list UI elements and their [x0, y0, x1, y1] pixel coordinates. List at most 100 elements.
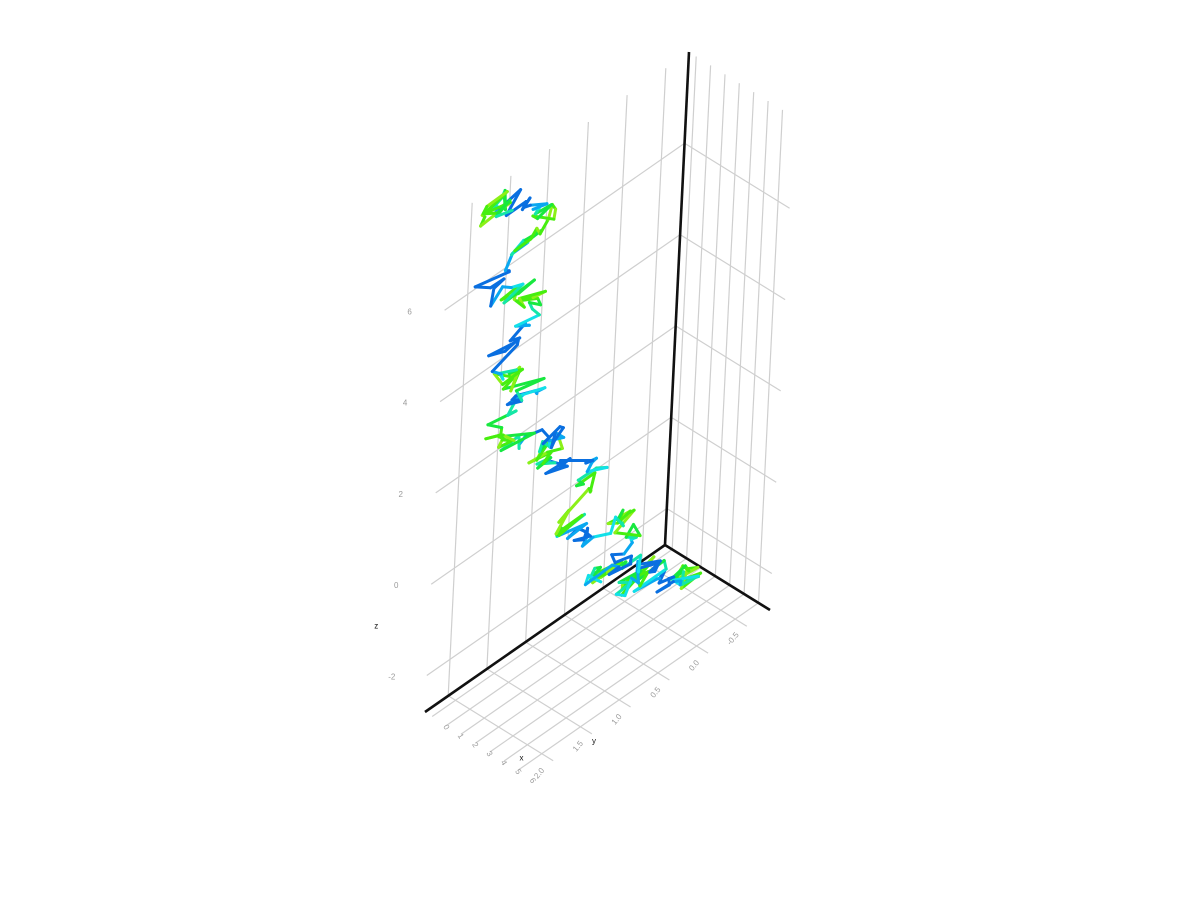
wall-grid-line-zx [670, 416, 777, 483]
floor-grid-line-x [460, 566, 702, 735]
x-tick-label: 5 [513, 767, 523, 776]
series-segment [489, 286, 496, 308]
wall-grid-line-z [430, 416, 672, 585]
y-tick-label: 0.0 [687, 658, 701, 673]
series-segment [554, 513, 584, 536]
x-axis-label: x [520, 754, 524, 763]
series-segment [632, 523, 642, 538]
series-segment [527, 301, 543, 307]
series-segment [514, 313, 541, 328]
series-segment [473, 270, 511, 289]
wall-grid-line-y [486, 175, 512, 669]
series-segment [657, 575, 676, 585]
floor-grid-line-x [518, 602, 759, 771]
x-tick-label: 3 [484, 750, 494, 759]
series-segment [504, 200, 528, 217]
series-segment [636, 553, 643, 574]
floor-grid-line-y [447, 695, 554, 762]
series-segment [503, 252, 514, 273]
series-segment [636, 561, 661, 571]
series-segment [585, 465, 609, 474]
series-segment [610, 552, 626, 557]
z-tick-label: 2 [398, 490, 403, 499]
series-segment [557, 487, 591, 524]
series-segment [623, 576, 634, 598]
wall-grid-line-x [714, 83, 740, 577]
series-segment [509, 371, 520, 393]
series-segment [616, 508, 625, 522]
series-segment [509, 282, 525, 290]
series-segment [591, 531, 613, 539]
x-tick-label: 2 [470, 741, 480, 750]
axis-labels: x y z [374, 621, 596, 762]
floor-grid-line-x [474, 575, 716, 744]
x-tick-label: 1 [456, 732, 466, 741]
wall-grid-line-z [439, 234, 681, 403]
grid-lines [426, 56, 790, 771]
series-segment [671, 574, 700, 582]
z-tick-label: 0 [394, 581, 399, 590]
series-segment [614, 531, 642, 538]
floor-grid-line-x [489, 584, 731, 753]
series-segment [487, 349, 507, 358]
series-segment [514, 389, 524, 402]
y-tick-label: 0.5 [648, 685, 662, 700]
series-segment [512, 297, 526, 309]
series-segment [635, 559, 662, 567]
z-axis-label: z [374, 621, 378, 630]
series-segment [583, 563, 614, 587]
series-segment [552, 207, 558, 221]
x-tick-label: 0 [441, 723, 451, 732]
series-segment [613, 554, 633, 565]
series-segment [553, 426, 565, 442]
series-segment [494, 208, 514, 219]
series-segment [585, 460, 594, 474]
series-segment [529, 226, 539, 241]
z-axis-line [663, 51, 691, 546]
wall-grid-line-x [743, 100, 769, 595]
series-segment [484, 433, 503, 441]
wall-grid-line-y [602, 95, 628, 589]
series-segment [544, 464, 569, 475]
series-segment [675, 565, 700, 581]
floor-grid-line-y [525, 641, 631, 708]
y-tick-label: 1.0 [610, 712, 624, 727]
series-segment [501, 376, 546, 391]
series-segment [622, 541, 634, 556]
series-segment [613, 508, 636, 535]
x-tick-label: 6 [528, 776, 538, 785]
series-segment [513, 237, 533, 253]
y-tick-label: -0.5 [725, 630, 741, 647]
series-segment [528, 202, 549, 207]
wall-grid-line-y [641, 68, 667, 562]
floor-grid-line-y [564, 614, 670, 681]
series-segment [540, 428, 551, 440]
floor-grid-line-y [602, 587, 709, 654]
z-tick-label: 4 [403, 399, 408, 408]
series-segment [609, 515, 618, 535]
series-line [473, 188, 703, 598]
series-segment [501, 367, 524, 386]
series-segment [632, 567, 668, 593]
wall-grid-line-z [435, 325, 677, 494]
series-segment [638, 570, 650, 588]
series-segment [502, 282, 525, 305]
series-segment [518, 289, 547, 300]
wall-grid-line-x [686, 65, 712, 559]
series-segment [546, 203, 554, 221]
series-segment [485, 190, 509, 208]
wall-grid-line-x [671, 56, 697, 550]
series-segment [501, 433, 516, 442]
series-segment [538, 217, 550, 236]
wall-grid-line-zx [684, 142, 790, 209]
wall-grid-line-y [525, 148, 551, 643]
z-tick-label: -2 [388, 673, 396, 682]
series-segment [482, 211, 500, 216]
wall-grid-line-zx [679, 234, 786, 301]
series-segment [506, 401, 516, 417]
axis-lines [424, 51, 771, 714]
x-axis-line [664, 543, 771, 612]
x-tick-label: 4 [499, 759, 509, 768]
